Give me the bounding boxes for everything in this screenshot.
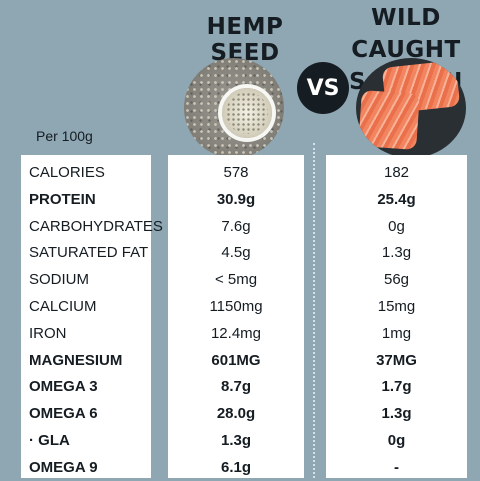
- salmon-title-line1: WILD CAUGHT: [351, 5, 461, 63]
- salmon-value: 1.7g: [381, 378, 412, 395]
- salmon-photo: [356, 58, 466, 158]
- hemp-seed-value: 6.1g: [220, 459, 251, 476]
- hemp-seed-title: HEMP SEED: [206, 14, 284, 66]
- hemp-seed-value: < 5mg: [214, 271, 258, 288]
- hemp-seed-value: 4.5g: [221, 244, 251, 261]
- hemp-seed-value: 1150mg: [209, 298, 263, 315]
- hemp-seed-bowl: [222, 88, 272, 138]
- salmon-value: 1.3g: [381, 244, 412, 261]
- salmon-value: 1.3g: [381, 405, 412, 422]
- hemp-seed-value: 7.6g: [221, 218, 251, 235]
- nutrient-label: OMEGA 3: [29, 378, 98, 395]
- salmon-value: 15mg: [377, 298, 416, 315]
- nutrient-label: OMEGA 9: [29, 459, 98, 476]
- salmon-value: 25.4g: [377, 191, 416, 208]
- hemp-seed-value: 578: [223, 164, 249, 181]
- salmon-column: [326, 155, 467, 478]
- nutrient-label: SODIUM: [29, 271, 89, 288]
- nutrient-label: CALCIUM: [29, 298, 97, 315]
- nutrient-label: · GLA: [29, 432, 70, 449]
- hemp-seed-value: 28.0g: [216, 405, 256, 422]
- nutrient-label: PROTEIN: [29, 191, 96, 208]
- hemp-seed-value: 1.3g: [220, 432, 251, 449]
- hemp-seed-value: 12.4mg: [210, 325, 262, 342]
- nutrient-label: OMEGA 6: [29, 405, 98, 422]
- salmon-fillet: [358, 90, 420, 150]
- salmon-value: 0g: [388, 218, 405, 235]
- salmon-value: 0g: [387, 432, 406, 449]
- nutrient-label: IRON: [29, 325, 67, 342]
- column-divider: [313, 143, 315, 478]
- nutrient-label: CALORIES: [29, 164, 105, 181]
- vs-badge: VS: [297, 62, 349, 114]
- salmon-value: 56g: [383, 271, 410, 288]
- salmon-value: -: [394, 459, 399, 476]
- salmon-value: 182: [383, 164, 410, 181]
- hemp-seed-value: 8.7g: [220, 378, 251, 395]
- hemp-seed-photo: [184, 58, 284, 158]
- nutrient-label-column: [21, 155, 151, 478]
- nutrient-label: SATURATED FAT: [29, 244, 149, 261]
- hemp-seed-value: 601MG: [211, 352, 261, 369]
- per-100g-label: Per 100g: [36, 128, 93, 144]
- hemp-seed-column: [168, 155, 304, 478]
- salmon-value: 37MG: [376, 352, 417, 369]
- nutrient-label: CARBOHYDRATES: [29, 218, 163, 235]
- salmon-value: 1mg: [381, 325, 412, 342]
- hemp-seed-value: 30.9g: [216, 191, 256, 208]
- nutrient-label: MAGNESIUM: [29, 352, 123, 369]
